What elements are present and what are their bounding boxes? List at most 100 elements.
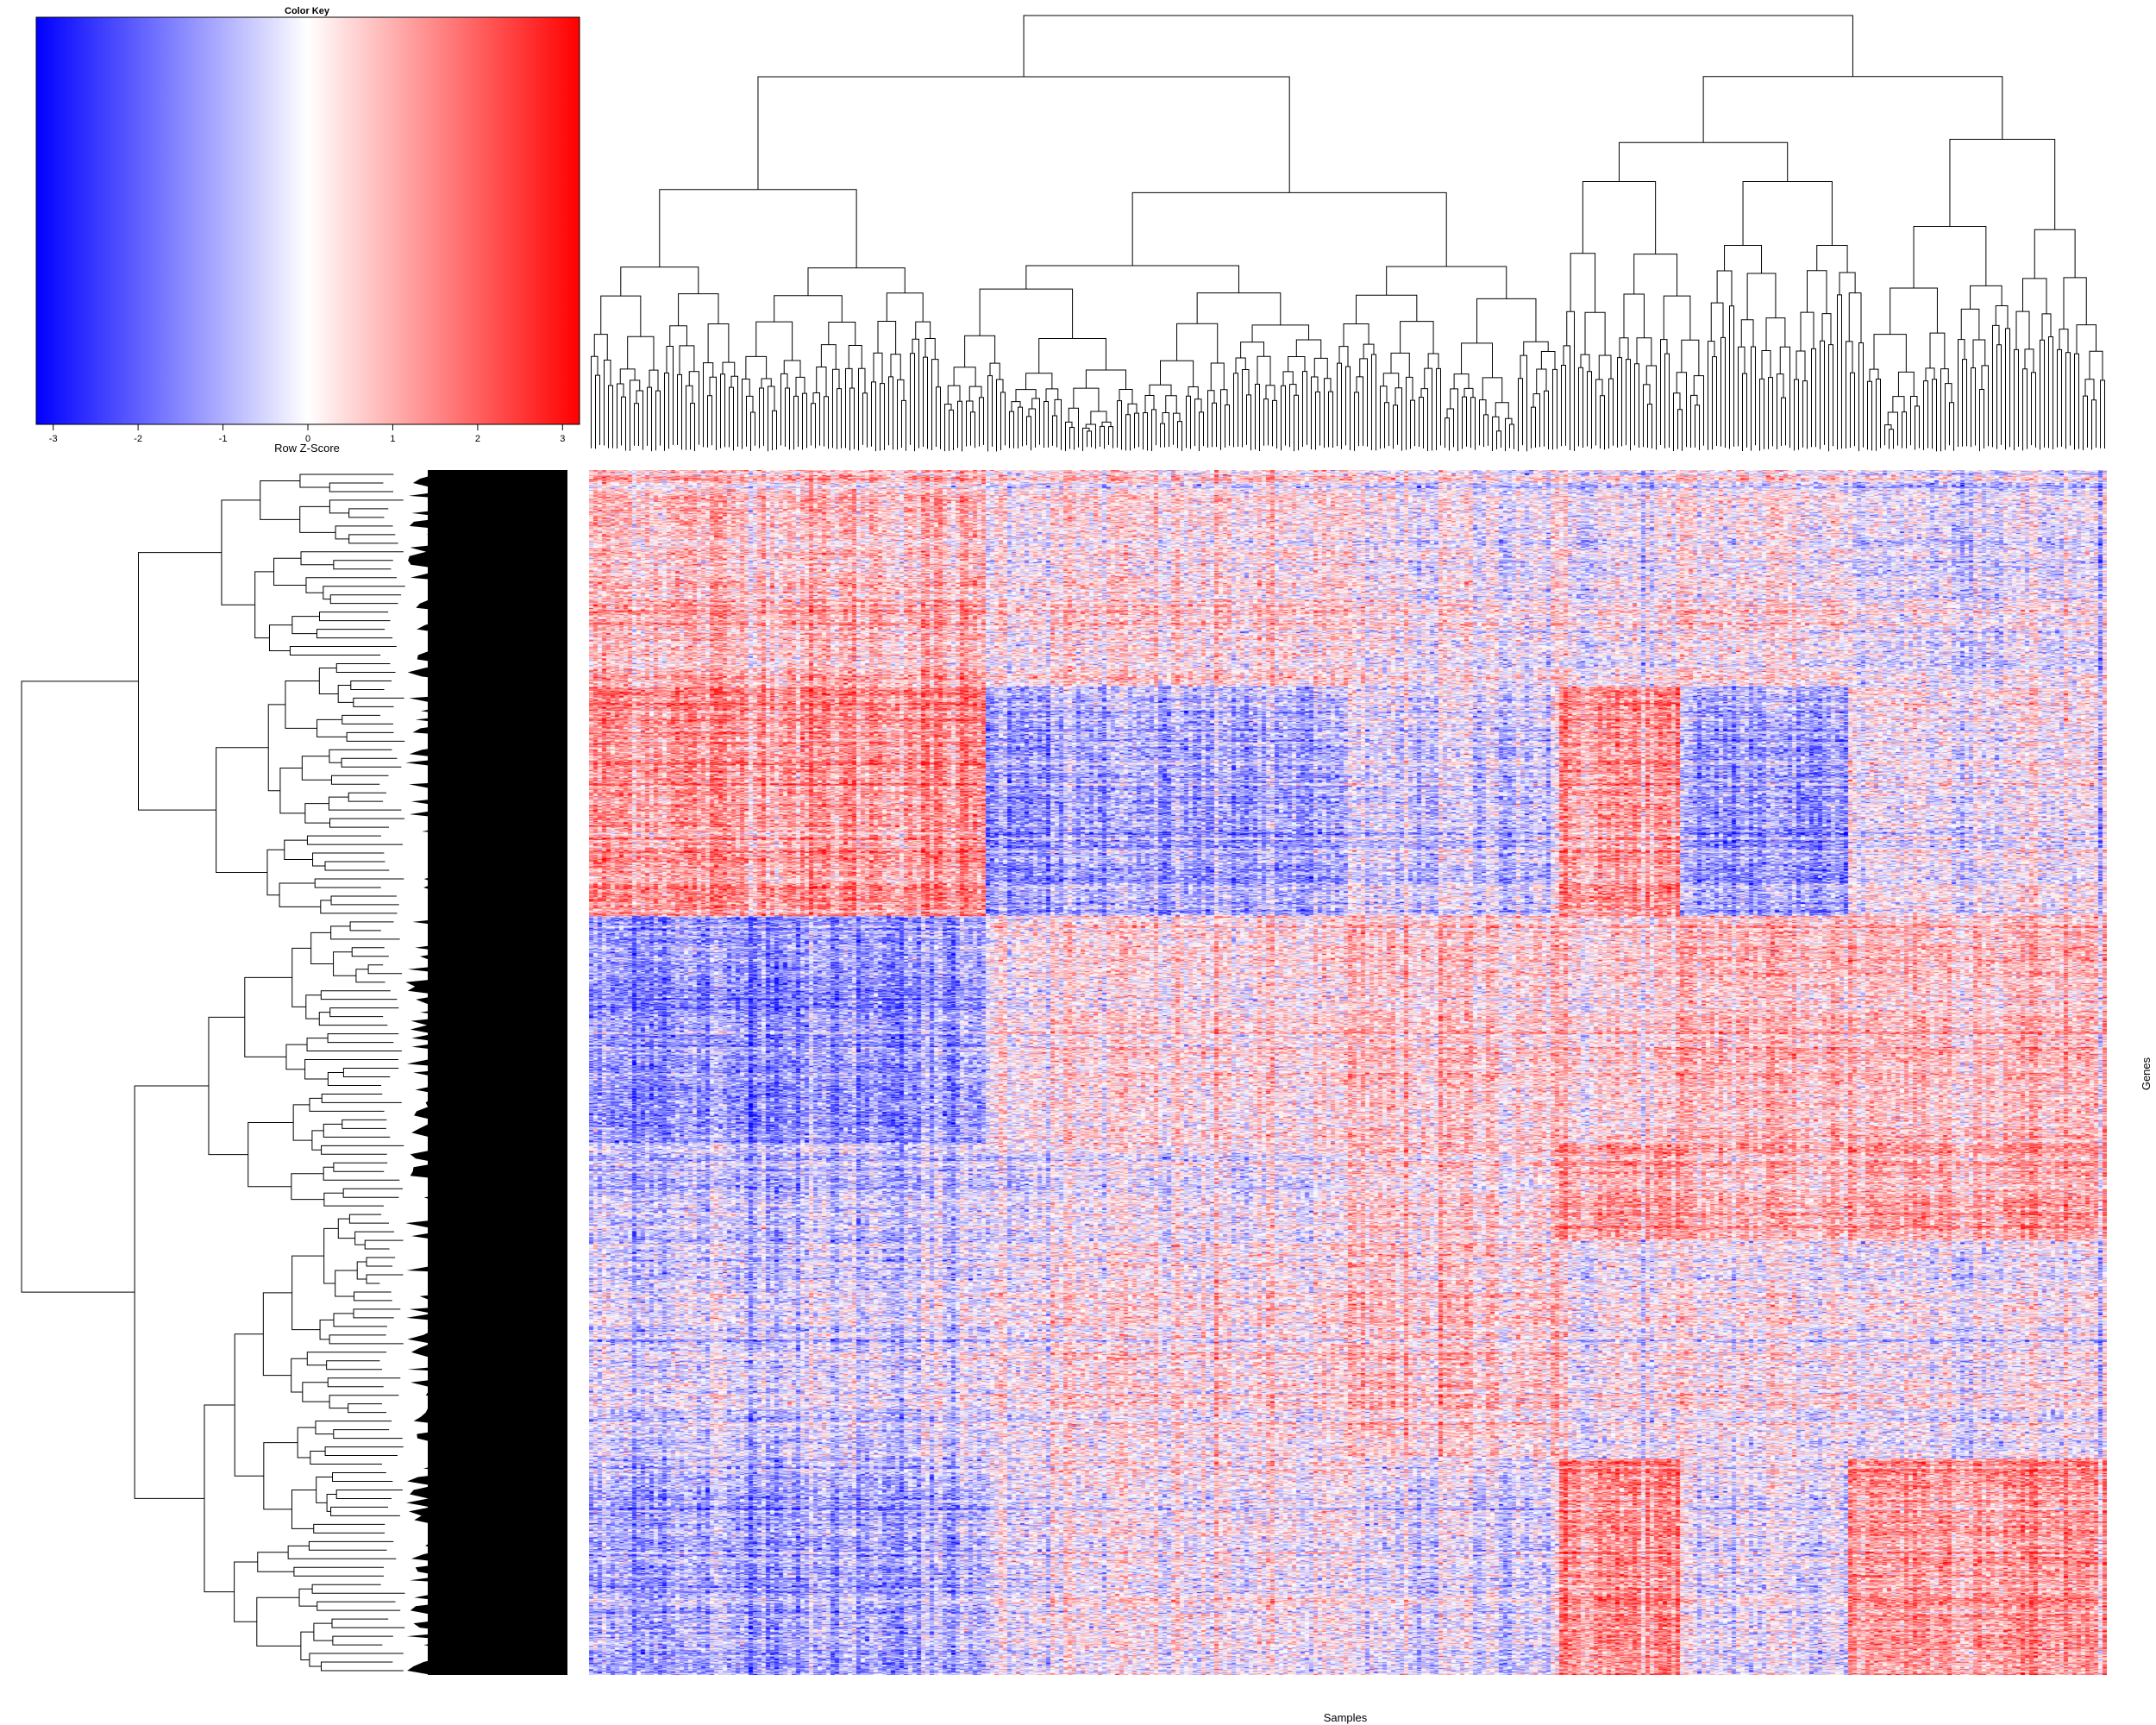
column-dendrogram-branch — [780, 373, 788, 446]
column-dendrogram-branch — [1025, 265, 1239, 293]
row-dendrogram-branch — [291, 1358, 308, 1393]
column-dendrogram-branch — [2084, 379, 2095, 400]
row-dendrogram-branch — [263, 1442, 298, 1510]
column-dendrogram-branch — [1337, 362, 1342, 449]
column-dendrogram-branch — [1746, 273, 1777, 320]
column-dendrogram-branch — [1837, 294, 1842, 450]
column-dendrogram-branch — [2076, 324, 2096, 354]
color-key-tick-label: -3 — [49, 434, 58, 444]
row-dendrogram-branch — [297, 1427, 316, 1458]
row-dendrogram-branch — [254, 571, 274, 639]
column-dendrogram-branch — [953, 367, 976, 387]
column-dendrogram-branch — [2024, 348, 2034, 373]
column-dendrogram-branch — [897, 379, 905, 450]
column-dendrogram-branch — [1839, 272, 1856, 295]
row-dendrogram-branch — [260, 480, 300, 520]
column-dendrogram-branch — [1011, 401, 1021, 412]
row-dendrogram-branch — [318, 668, 339, 694]
row-dendrogram-branch — [350, 680, 392, 690]
column-dendrogram-branch — [1867, 380, 1872, 451]
column-dendrogram-branch — [1018, 406, 1023, 448]
column-dendrogram-branch — [759, 387, 764, 448]
column-dendrogram-branch — [1846, 341, 1853, 449]
row-dendrogram-branch — [348, 508, 389, 518]
row-dendrogram-branch — [306, 1038, 402, 1052]
column-dendrogram-branch — [1820, 340, 1825, 449]
column-dendrogram-branch — [1311, 376, 1319, 449]
column-dendrogram-branch — [1461, 342, 1493, 378]
column-dendrogram-branch — [989, 362, 1000, 380]
column-dendrogram-branch — [1889, 429, 1894, 449]
row-dendrogram-branch — [244, 976, 292, 1057]
column-dendrogram-branch — [1910, 396, 1918, 446]
column-dendrogram-branch — [1584, 311, 1606, 356]
row-dendrogram-branch — [349, 921, 394, 932]
column-dendrogram-branch — [1134, 412, 1139, 448]
column-dendrogram-branch — [970, 411, 975, 448]
column-dendrogram-branch — [1265, 385, 1275, 401]
column-dendrogram-branch — [1796, 350, 1806, 381]
column-dendrogram-branch — [1828, 344, 1833, 452]
column-dendrogram-branch — [1025, 373, 1053, 390]
column-dendrogram-branch — [647, 386, 652, 452]
column-dendrogram-branch — [886, 292, 924, 323]
row-dendrogram-branch — [332, 1472, 393, 1482]
row-dendrogram-branch — [310, 1451, 383, 1465]
row-dendrogram-branch — [279, 882, 321, 907]
column-dendrogram-branch — [686, 385, 693, 450]
column-dendrogram-branch — [912, 338, 919, 448]
row-dendrogram-branch — [329, 482, 394, 492]
row-dendrogram-branch — [304, 1059, 398, 1080]
column-dendrogram-branch — [1009, 411, 1014, 448]
row-dendrogram-branch — [284, 839, 313, 861]
column-dendrogram-branch — [1552, 368, 1557, 450]
row-dendrogram-branch — [327, 1033, 399, 1044]
color-key-tick-label: 0 — [305, 434, 310, 444]
column-dendrogram-branch — [820, 344, 837, 370]
row-dendrogram-branch — [314, 878, 404, 888]
row-dendrogram-branch — [310, 932, 334, 965]
column-dendrogram-branch — [1162, 412, 1169, 448]
column-dendrogram-branch — [1626, 359, 1631, 451]
column-dendrogram-branch — [1816, 244, 1848, 273]
column-dendrogram-branch — [1235, 357, 1246, 373]
column-dendrogram-branch — [1069, 426, 1075, 450]
column-dendrogram-branch — [1643, 384, 1651, 448]
column-dendrogram-branch — [1962, 359, 1967, 447]
column-dendrogram-branch — [746, 395, 754, 447]
column-dendrogram-branch — [1532, 393, 1540, 448]
column-dendrogram-branch — [1663, 295, 1691, 341]
column-dendrogram-branch — [630, 380, 641, 451]
column-dendrogram-branch — [936, 386, 941, 449]
column-dendrogram-branch — [931, 359, 939, 450]
column-dendrogram-branch — [1518, 378, 1523, 452]
column-dendrogram-branch — [608, 385, 613, 448]
column-dendrogram-branch — [1000, 392, 1006, 450]
row-dendrogram-branch — [323, 1123, 391, 1138]
column-dendrogram-branch — [807, 267, 906, 296]
row-dendrogram-branch — [323, 586, 405, 600]
column-dendrogram-branch — [1710, 302, 1724, 342]
column-dendrogram-branch — [1876, 378, 1881, 451]
column-dendrogram-branch — [1618, 141, 1789, 182]
heatmap-body — [589, 470, 2107, 1675]
row-dendrogram-branch — [348, 534, 398, 544]
row-dendrogram-branch — [328, 796, 402, 811]
row-dendrogram-branch — [356, 1261, 367, 1280]
column-dendrogram-branch — [1623, 293, 1645, 338]
column-dendrogram-branch — [678, 293, 719, 326]
row-dendrogram-branch — [335, 663, 396, 673]
row-dendrogram-branch — [354, 1291, 392, 1302]
column-dendrogram-branch — [1165, 395, 1177, 414]
row-dendrogram-branch — [302, 1382, 330, 1402]
column-dendrogram-branch — [1343, 323, 1369, 347]
row-dendrogram-branch — [268, 624, 292, 652]
row-dendrogram-branch — [289, 646, 397, 656]
column-dendrogram-branch — [1044, 400, 1049, 448]
column-dendrogram-branch — [1811, 348, 1816, 448]
column-dendrogram-branch — [1495, 402, 1509, 419]
row-dendrogram-branch — [348, 1403, 386, 1414]
column-dendrogram-branch — [1807, 270, 1827, 314]
column-dendrogram-branch — [1026, 416, 1031, 451]
